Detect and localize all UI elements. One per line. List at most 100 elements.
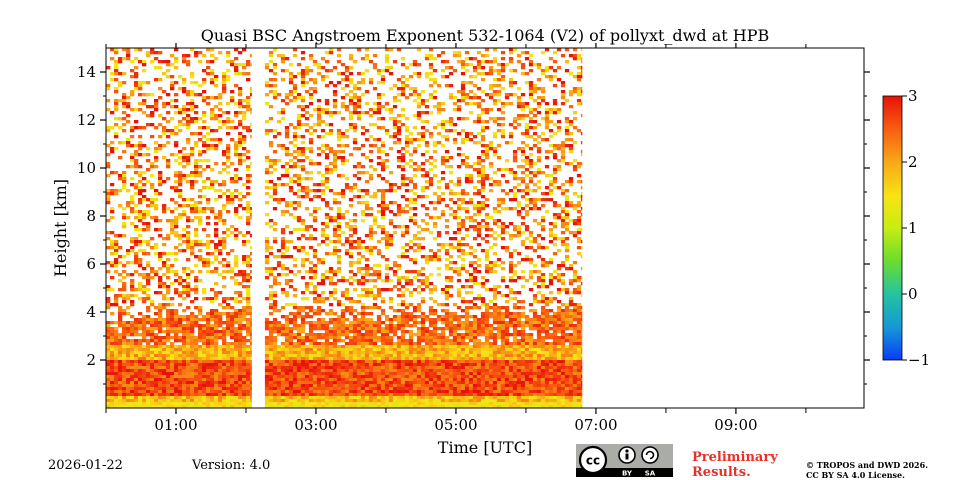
heatmap-cell [312,336,318,340]
heatmap-cell [388,186,394,190]
heatmap-cell [360,315,366,319]
heatmap-cell [396,87,402,91]
heatmap-cell [288,63,294,67]
heatmap-cell [214,384,219,388]
heatmap-cell [158,393,163,397]
heatmap-cell [166,288,171,292]
heatmap-cell [126,360,131,364]
heatmap-cell [170,357,175,361]
heatmap-cell [230,375,235,379]
heatmap-cell [332,321,338,325]
heatmap-cell [332,156,338,160]
heatmap-cell [324,375,330,379]
heatmap-cell [336,144,342,148]
heatmap-cell [408,303,414,307]
heatmap-cell [234,168,239,172]
heatmap-cell [194,348,199,352]
heatmap-cell [432,375,438,379]
heatmap-cell [288,204,294,208]
heatmap-cell [174,270,179,274]
heatmap-cell [182,309,187,313]
heatmap-cell [348,345,354,349]
heatmap-cell [190,117,195,121]
heatmap-cell [118,288,123,292]
heatmap-cell [432,207,438,211]
heatmap-cell [246,300,251,304]
heatmap-cell [336,387,342,391]
heatmap-cell [368,249,374,253]
heatmap-cell [242,357,247,361]
heatmap-cell [202,378,207,382]
heatmap-cell [142,348,147,352]
heatmap-cell [210,354,215,358]
heatmap-cell [400,276,406,280]
heatmap-cell [138,189,143,193]
heatmap-cell [364,381,370,385]
heatmap-cell [416,363,422,367]
heatmap-cell [344,396,350,400]
heatmap-cell [126,138,131,142]
heatmap-cell [356,87,362,91]
heatmap-cell [312,348,318,352]
heatmap-cell [424,333,430,337]
heatmap-cell [106,237,111,241]
heatmap-cell [194,396,199,400]
heatmap-cell [234,258,239,262]
heatmap-cell [214,324,219,328]
heatmap-cell [142,171,147,175]
heatmap-cell [146,282,151,286]
heatmap-cell [218,363,223,367]
heatmap-cell [174,375,179,379]
heatmap-cell [276,381,282,385]
heatmap-cell [162,360,167,364]
heatmap-cell [288,360,294,364]
heatmap-cell [118,81,123,85]
heatmap-cell [234,393,239,397]
heatmap-cell [340,399,346,403]
heatmap-cell [432,150,438,154]
heatmap-cell [206,132,211,136]
heatmap-cell [372,357,378,361]
heatmap-cell [202,333,207,337]
heatmap-cell [218,291,223,295]
heatmap-cell [118,321,123,325]
heatmap-cell [242,234,247,238]
heatmap-cell [122,324,127,328]
heatmap-cell [304,105,310,109]
heatmap-cell [194,243,199,247]
heatmap-cell [300,168,306,172]
heatmap-cell [404,384,410,388]
heatmap-cell [130,129,135,133]
heatmap-cell [400,252,406,256]
heatmap-cell [214,246,219,250]
heatmap-cell [308,54,314,58]
heatmap-cell [344,366,350,370]
heatmap-cell [122,105,127,109]
heatmap-cell [206,378,211,382]
heatmap-cell [348,252,354,256]
heatmap-cell [194,204,199,208]
heatmap-cell [130,240,135,244]
heatmap-cell [106,360,111,364]
heatmap-cell [392,141,398,145]
heatmap-cell [416,231,422,235]
heatmap-cell [138,165,143,169]
heatmap-cell [368,399,374,403]
heatmap-cell [300,96,306,100]
heatmap-cell [300,81,306,85]
heatmap-cell [130,285,135,289]
heatmap-cell [272,294,278,298]
heatmap-cell [178,291,183,295]
heatmap-cell [332,348,338,352]
heatmap-cell [198,255,203,259]
heatmap-cell [234,366,239,370]
heatmap-cell [206,372,211,376]
heatmap-cell [166,384,171,388]
heatmap-cell [416,330,422,334]
heatmap-cell [384,387,390,391]
heatmap-cell [292,207,298,211]
heatmap-cell [246,264,251,268]
heatmap-cell [360,201,366,205]
heatmap-cell [312,354,318,358]
heatmap-cell [416,402,422,406]
